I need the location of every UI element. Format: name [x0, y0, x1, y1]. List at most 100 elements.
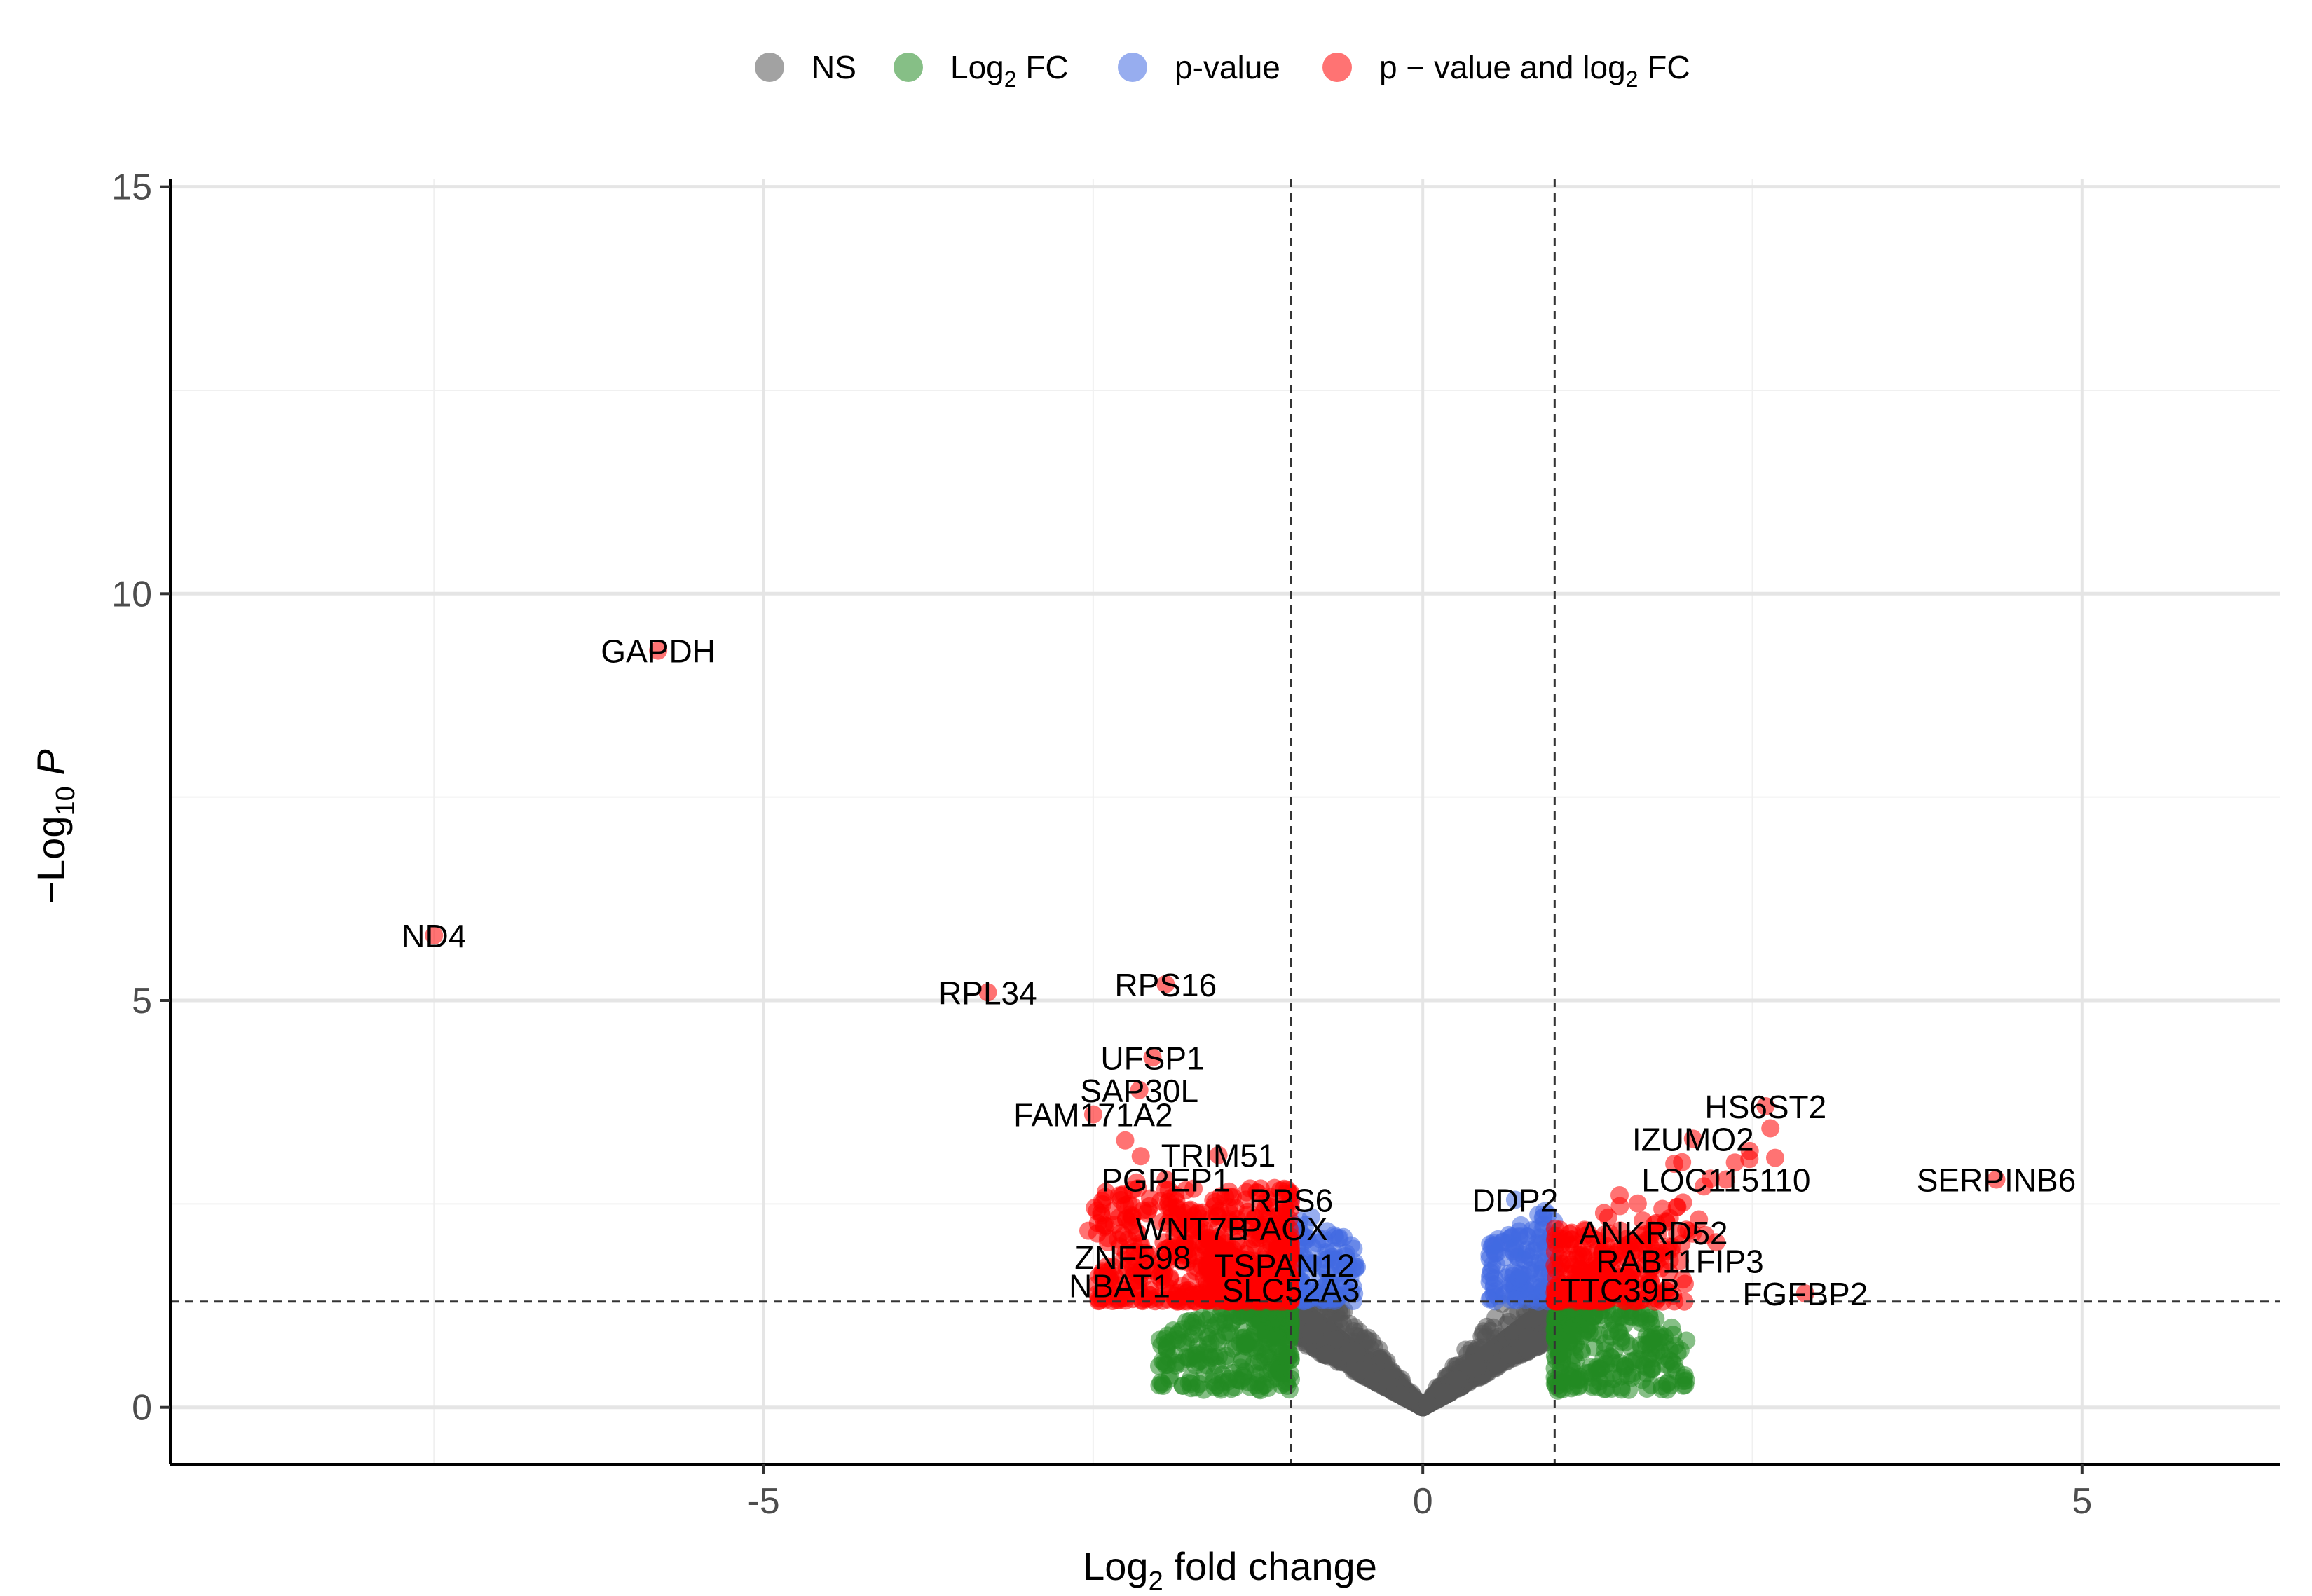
ns-point: [1377, 1368, 1395, 1387]
ns-point: [1435, 1383, 1454, 1402]
gene-label: FAM171A2: [1013, 1097, 1173, 1134]
pvalue-and-log2fc-point: [1740, 1141, 1759, 1160]
ns-point: [1529, 1307, 1548, 1326]
ns-point: [1351, 1361, 1370, 1380]
log2fc-point: [1223, 1312, 1242, 1331]
gene-label: SLC52A3: [1222, 1272, 1360, 1308]
log2fc-point: [1150, 1356, 1168, 1375]
gene-label: RPL34: [938, 975, 1037, 1011]
gene-label: IZUMO2: [1632, 1121, 1754, 1157]
pvalue-point: [1534, 1207, 1553, 1226]
log2fc-point: [1653, 1377, 1671, 1396]
y-tick-label: 10: [111, 574, 152, 614]
legend: NS Log2 FC p-value p − value and log2 FC: [755, 49, 1690, 92]
ns-point: [1345, 1318, 1364, 1337]
pvalue-point: [1315, 1230, 1334, 1248]
y-axis-label: −Log10 P: [29, 749, 81, 904]
gene-label: SERPINB6: [1917, 1162, 2077, 1199]
pvalue-point: [1524, 1264, 1543, 1283]
legend-label-ns: NS: [812, 49, 856, 85]
pvalue-and-log2fc-point: [1556, 1230, 1575, 1248]
log2fc-point: [1268, 1329, 1287, 1347]
log2fc-point: [1235, 1333, 1254, 1351]
gene-label: DDP2: [1472, 1183, 1559, 1219]
pvalue-point: [1497, 1268, 1516, 1287]
pvalue-and-log2fc-point: [1594, 1204, 1613, 1223]
log2fc-point: [1612, 1380, 1631, 1399]
legend-label-p: p-value: [1175, 49, 1280, 85]
legend-key-pfc: [1322, 53, 1352, 82]
pvalue-and-log2fc-point: [1766, 1148, 1784, 1167]
pvalue-and-log2fc-point: [1761, 1119, 1780, 1138]
pvalue-point: [1344, 1239, 1363, 1258]
x-axis-label: Log2 fold change: [1083, 1544, 1377, 1596]
x-tick-label: 0: [1413, 1481, 1433, 1522]
grid-lines: [170, 179, 2280, 1464]
y-tick-label: 15: [111, 167, 152, 208]
pvalue-point: [1483, 1256, 1502, 1274]
x-tick-label: 5: [2072, 1481, 2092, 1522]
gene-label: RPS16: [1114, 967, 1217, 1003]
pvalue-point: [1299, 1290, 1318, 1309]
legend-label-pfc: p − value and log2 FC: [1379, 49, 1690, 92]
ns-point: [1504, 1324, 1522, 1343]
pvalue-and-log2fc-point: [1695, 1177, 1714, 1196]
pvalue-point: [1506, 1290, 1525, 1309]
pvalue-point: [1510, 1227, 1529, 1246]
pvalue-and-log2fc-point: [1668, 1197, 1687, 1216]
legend-label-fc: Log2 FC: [950, 49, 1069, 92]
gene-label: HS6ST2: [1704, 1089, 1826, 1125]
log2fc-point: [1662, 1318, 1681, 1337]
log2fc-point: [1182, 1379, 1201, 1398]
log2fc-point: [1231, 1358, 1250, 1377]
log2fc-point: [1243, 1309, 1262, 1328]
log2fc-point: [1645, 1330, 1664, 1349]
ns-point: [1500, 1345, 1519, 1364]
ns-point: [1326, 1330, 1344, 1349]
labeled-gene-point: [1505, 1190, 1524, 1209]
log2fc-point: [1205, 1365, 1224, 1384]
gene-label: ND4: [402, 918, 466, 954]
ns-point: [1347, 1342, 1366, 1361]
gene-label: UFSP1: [1100, 1040, 1204, 1076]
ns-point: [1418, 1395, 1437, 1413]
pvalue-and-log2fc-point: [1673, 1153, 1692, 1171]
ns-point: [1473, 1324, 1492, 1343]
log2fc-point: [1623, 1364, 1642, 1383]
log2fc-point: [1268, 1309, 1287, 1328]
legend-key-ns: [755, 53, 784, 82]
log2fc-point: [1675, 1366, 1694, 1384]
gene-label: GAPDH: [601, 633, 716, 670]
pvalue-point: [1329, 1249, 1348, 1268]
pvalue-point: [1480, 1272, 1499, 1291]
x-tick-label: -5: [747, 1481, 779, 1522]
log2fc-point: [1552, 1370, 1571, 1389]
gene-label: LOC115110: [1641, 1162, 1810, 1199]
log2fc-point: [1180, 1349, 1198, 1368]
log2fc-point: [1660, 1341, 1679, 1359]
ns-point: [1362, 1332, 1381, 1351]
pvalue-point: [1521, 1284, 1540, 1303]
log2fc-point: [1580, 1323, 1599, 1342]
pvalue-and-log2fc-point: [1628, 1194, 1647, 1213]
pvalue-point: [1343, 1278, 1362, 1297]
ns-point: [1305, 1325, 1324, 1344]
log2fc-point: [1201, 1334, 1220, 1353]
gene-label: PAOX: [1240, 1211, 1327, 1247]
pvalue-point: [1517, 1241, 1536, 1260]
log2fc-point: [1253, 1376, 1272, 1395]
log2fc-point: [1550, 1335, 1568, 1354]
ns-point: [1461, 1357, 1479, 1376]
pvalue-and-log2fc-point: [1131, 1147, 1150, 1166]
log2fc-point: [1583, 1375, 1602, 1394]
log2fc-point: [1275, 1374, 1294, 1393]
pvalue-and-log2fc-point: [1610, 1186, 1629, 1204]
legend-key-fc: [894, 53, 923, 82]
ns-point: [1318, 1344, 1336, 1363]
gene-label: FGFBP2: [1742, 1276, 1868, 1312]
pvalue-point: [1326, 1285, 1345, 1304]
ns-point: [1518, 1328, 1537, 1347]
log2fc-point: [1158, 1326, 1177, 1345]
